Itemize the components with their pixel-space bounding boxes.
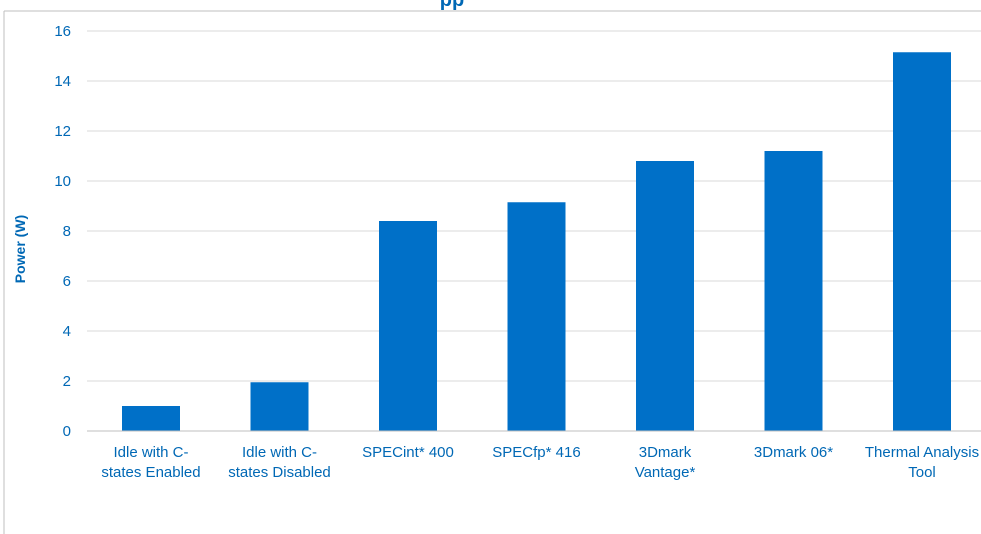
- x-category-label: 3Dmark Vantage*: [635, 444, 696, 481]
- bar: [764, 151, 823, 431]
- y-tick-label: 8: [63, 223, 71, 240]
- y-tick-label: 14: [54, 73, 71, 90]
- chart-title-fragment: pp: [440, 0, 464, 11]
- y-tick-label: 0: [63, 423, 71, 440]
- x-category-label: Idle with C-states Disabled: [228, 444, 331, 481]
- x-category-label: SPECint* 400: [362, 444, 454, 461]
- x-category-label: Idle with C-states Enabled: [101, 444, 200, 481]
- y-tick-label: 10: [54, 173, 71, 190]
- y-tick-label: 12: [54, 123, 71, 140]
- bars: [122, 52, 951, 431]
- bar: [636, 161, 694, 431]
- y-tick-label: 6: [63, 273, 71, 290]
- y-axis-ticks: 0 2 4 6 8 10 12 14 16: [54, 23, 71, 440]
- x-category-label: 3Dmark 06*: [754, 444, 833, 461]
- y-axis-label: Power (W): [12, 215, 28, 283]
- y-tick-label: 2: [63, 373, 71, 390]
- bar: [893, 52, 951, 431]
- x-axis-labels: Idle with C-states Enabled Idle with C-st…: [101, 444, 979, 481]
- y-tick-label: 16: [54, 23, 71, 40]
- bar: [250, 382, 309, 431]
- bar: [507, 202, 566, 431]
- x-category-label: Thermal Analysis Tool: [865, 444, 979, 481]
- bar: [379, 221, 437, 431]
- bar: [122, 406, 180, 431]
- x-category-label: SPECfp* 416: [492, 444, 580, 461]
- y-tick-label: 4: [63, 323, 71, 340]
